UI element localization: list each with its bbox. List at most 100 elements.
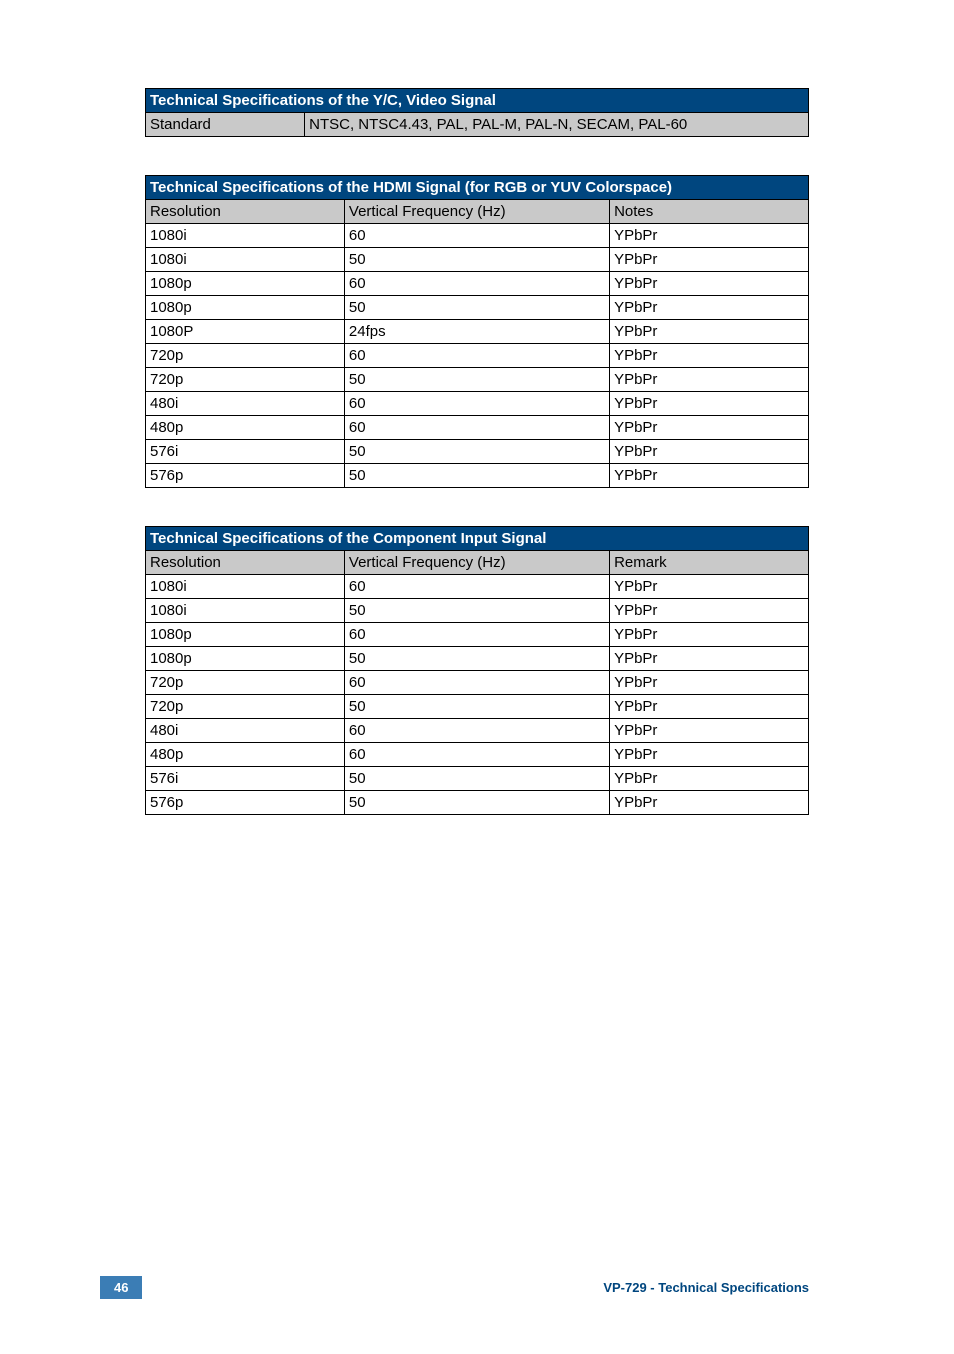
table-cell: YPbPr [610,344,809,368]
table-cell: 1080p [146,623,345,647]
table-cell: 720p [146,368,345,392]
table-cell: 720p [146,671,345,695]
table-cell: 576p [146,464,345,488]
table-cell: YPbPr [610,671,809,695]
table-row: 1080i50YPbPr [146,248,809,272]
table-cell: 60 [344,344,609,368]
table-row: 480i60YPbPr [146,392,809,416]
table-cell: 50 [344,791,609,815]
table-cell: YPbPr [610,695,809,719]
table-cell: YPbPr [610,392,809,416]
table-cell: 50 [344,695,609,719]
table-hdmi-signal: Technical Specifications of the HDMI Sig… [145,175,809,488]
page-number-badge: 46 [100,1276,142,1299]
table-cell: YPbPr [610,440,809,464]
table-row: 1080i60YPbPr [146,575,809,599]
table-cell: 60 [344,623,609,647]
table-row: 720p60YPbPr [146,344,809,368]
table-header-row: Resolution Vertical Frequency (Hz) Remar… [146,551,809,575]
page-content: Technical Specifications of the Y/C, Vid… [0,0,954,815]
table-cell: 60 [344,671,609,695]
table-cell: YPbPr [610,464,809,488]
table-row: 480i60YPbPr [146,719,809,743]
col-header-remark: Remark [610,551,809,575]
table-row: 576p50YPbPr [146,791,809,815]
table2-title: Technical Specifications of the HDMI Sig… [146,176,809,200]
table-row: 1080i60YPbPr [146,224,809,248]
table3-title: Technical Specifications of the Componen… [146,527,809,551]
col-header-vfreq: Vertical Frequency (Hz) [344,551,609,575]
table-cell: YPbPr [610,416,809,440]
table-cell: 480p [146,416,345,440]
table-row: 480p60YPbPr [146,743,809,767]
footer-title: VP-729 - Technical Specifications [603,1280,809,1295]
table-cell: 60 [344,416,609,440]
table-cell: YPbPr [610,599,809,623]
table-row: 720p50YPbPr [146,368,809,392]
table-row: 1080p60YPbPr [146,272,809,296]
table-cell: 720p [146,344,345,368]
table-cell: 1080p [146,647,345,671]
table-cell: 50 [344,248,609,272]
table-cell: 1080i [146,224,345,248]
table-cell: 50 [344,296,609,320]
col-header-notes: Notes [610,200,809,224]
table-row: 1080p60YPbPr [146,623,809,647]
table-cell: YPbPr [610,320,809,344]
table-cell: 1080p [146,272,345,296]
table-row: 480p60YPbPr [146,416,809,440]
table-cell: 1080i [146,248,345,272]
table-row: 1080i50YPbPr [146,599,809,623]
table-cell: 50 [344,767,609,791]
table-row: 720p60YPbPr [146,671,809,695]
table-cell: 480i [146,392,345,416]
table-cell: 480i [146,719,345,743]
table-cell: 60 [344,719,609,743]
table-cell: YPbPr [610,647,809,671]
table-row: 1080p50YPbPr [146,296,809,320]
table-cell: 1080p [146,296,345,320]
table-cell: 60 [344,272,609,296]
table-cell: 576i [146,767,345,791]
table-cell: 480p [146,743,345,767]
table-cell: 576i [146,440,345,464]
table-row: 576i50YPbPr [146,440,809,464]
col-header-resolution: Resolution [146,551,345,575]
table-cell: 50 [344,368,609,392]
table-cell: 24fps [344,320,609,344]
table-cell: 1080i [146,575,345,599]
table-cell: 60 [344,224,609,248]
table-cell: 1080i [146,599,345,623]
table-cell: 720p [146,695,345,719]
table-cell: 576p [146,791,345,815]
table-cell: YPbPr [610,248,809,272]
table-row: 1080p50YPbPr [146,647,809,671]
table-row: 720p50YPbPr [146,695,809,719]
table-header-row: Resolution Vertical Frequency (Hz) Notes [146,200,809,224]
table-row: 576i50YPbPr [146,767,809,791]
table-cell: YPbPr [610,623,809,647]
table-cell: YPbPr [610,719,809,743]
table-row: 576p50YPbPr [146,464,809,488]
table-row: 1080P24fpsYPbPr [146,320,809,344]
table1-cell-label: Standard [146,113,305,137]
table-cell: YPbPr [610,272,809,296]
table1-title: Technical Specifications of the Y/C, Vid… [146,89,809,113]
col-header-resolution: Resolution [146,200,345,224]
table-cell: 50 [344,464,609,488]
table-cell: 60 [344,392,609,416]
col-header-vfreq: Vertical Frequency (Hz) [344,200,609,224]
table-cell: YPbPr [610,743,809,767]
table1-cell-value: NTSC, NTSC4.43, PAL, PAL-M, PAL-N, SECAM… [305,113,809,137]
table-yc-video-signal: Technical Specifications of the Y/C, Vid… [145,88,809,137]
table-cell: 50 [344,599,609,623]
page-footer: 46 VP-729 - Technical Specifications [0,1276,954,1299]
table-cell: 1080P [146,320,345,344]
table-row: Standard NTSC, NTSC4.43, PAL, PAL-M, PAL… [146,113,809,137]
table-cell: YPbPr [610,767,809,791]
table-cell: YPbPr [610,575,809,599]
table-component-input-signal: Technical Specifications of the Componen… [145,526,809,815]
table-cell: 50 [344,440,609,464]
table-cell: YPbPr [610,368,809,392]
table-cell: 60 [344,743,609,767]
